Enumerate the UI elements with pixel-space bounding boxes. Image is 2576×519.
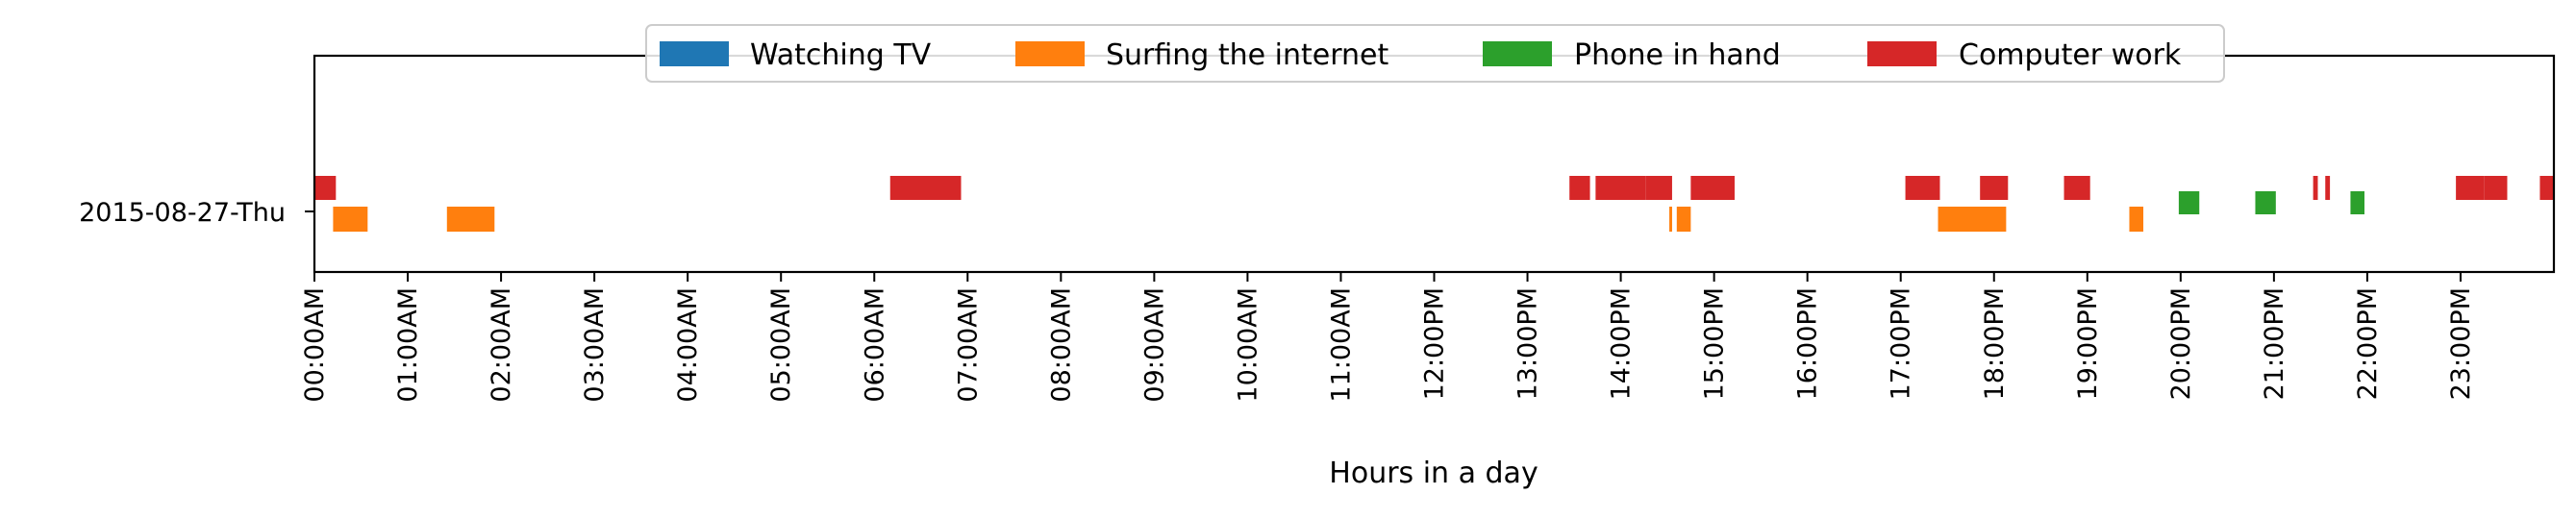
bar-surfing-the-internet-5 [2129,207,2144,232]
x-tick-label: 18:00PM [1980,287,2010,400]
x-tick-label: 02:00AM [487,287,516,403]
x-tick-label: 20:00PM [2166,287,2196,400]
bar-computer-work-6 [1905,176,1940,200]
bar-phone-in-hand-2 [2350,191,2365,214]
legend-label: Surfing the internet [1106,38,1388,72]
bar-computer-work-2 [1569,176,1590,200]
bar-computer-work-10 [2325,176,2331,200]
x-tick-label: 14:00PM [1607,287,1637,400]
bar-phone-in-hand-0 [2178,191,2200,214]
bar-surfing-the-internet-3 [1676,207,1691,232]
bar-computer-work-12 [2484,176,2508,200]
x-tick-label: 11:00AM [1326,287,1356,403]
x-tick-label: 23:00PM [2446,287,2476,400]
legend-label: Watching TV [750,38,932,72]
legend: Watching TV Surfing the internet Phone in … [645,24,2225,83]
bar-computer-work-9 [2313,176,2318,200]
bar-surfing-the-internet-0 [333,207,368,232]
y-axis: 2015-08-27-Thu [79,198,314,228]
y-tick-label: 2015-08-27-Thu [79,198,286,228]
x-tick-label: 08:00AM [1046,287,1076,403]
x-tick-label: 19:00PM [2073,287,2103,400]
x-tick-label: 07:00AM [953,287,983,403]
x-axis-label: Hours in a day [1329,457,1538,490]
x-tick-label: 21:00PM [2260,287,2289,400]
x-tick-label: 16:00PM [1793,287,1823,400]
activity-bars [314,176,2554,232]
x-tick-label: 01:00AM [393,287,423,403]
legend-swatch [1483,41,1552,66]
legend-label: Computer work [1959,38,2182,72]
legend-swatch [660,41,729,66]
legend-swatch [1867,41,1937,66]
bar-computer-work-11 [2456,176,2485,200]
x-tick-label: 15:00PM [1700,287,1730,400]
legend-label: Phone in hand [1574,38,1781,72]
bar-surfing-the-internet-4 [1938,207,2007,232]
x-tick-label: 04:00AM [673,287,703,403]
x-tick-label: 09:00AM [1139,287,1169,403]
x-tick-label: 17:00PM [1887,287,1916,400]
x-tick-label: 12:00PM [1420,287,1450,400]
bar-phone-in-hand-1 [2255,191,2276,214]
bar-computer-work-5 [1690,176,1735,200]
bar-computer-work-3 [1595,176,1646,200]
x-tick-label: 22:00PM [2353,287,2383,400]
legend-box [645,24,2225,83]
bar-computer-work-7 [1980,176,2009,200]
bar-computer-work-1 [889,176,962,200]
x-tick-label: 00:00AM [300,287,330,403]
x-tick-label: 05:00AM [766,287,796,403]
bar-computer-work-13 [2539,176,2554,200]
x-tick-label: 03:00AM [580,287,610,403]
bar-computer-work-4 [1645,176,1672,200]
bar-surfing-the-internet-1 [446,207,495,232]
bar-computer-work-8 [2063,176,2090,200]
x-tick-label: 10:00AM [1233,287,1263,403]
x-tick-label: 06:00AM [860,287,889,403]
x-tick-label: 13:00PM [1513,287,1543,400]
x-axis: 00:00AM 01:00AM 02:00AM 03:00AM 04:00AM 05:00… [300,272,2476,403]
bar-surfing-the-internet-2 [1669,207,1672,232]
plot-frame [313,54,2556,274]
bar-computer-work-0 [314,176,337,200]
legend-swatch [1015,41,1085,66]
